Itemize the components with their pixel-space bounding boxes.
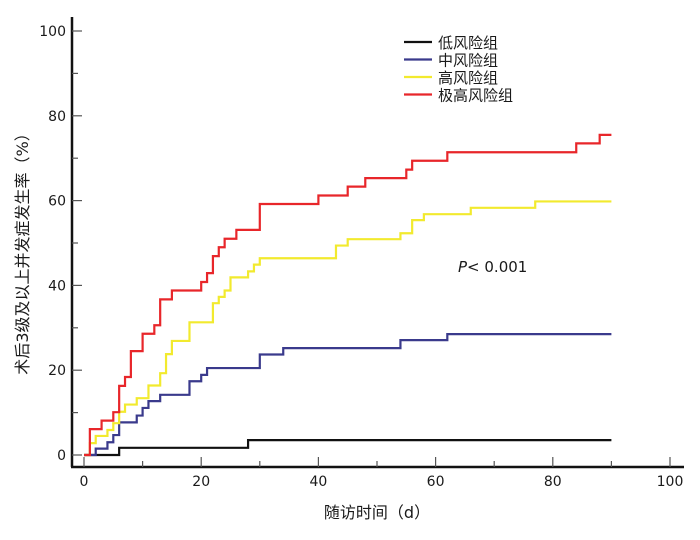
axes: 0 20 40 60 80 100 0 20 40 60 80 100 [39,17,684,490]
y-tick-label: 40 [48,278,66,294]
legend-label: 中风险组 [438,52,498,70]
legend-label: 低风险组 [438,34,498,52]
y-tick-label: 0 [57,448,66,464]
x-tick-label: 40 [309,474,327,490]
p-value-text: < 0.001 [467,258,527,276]
y-axis-label: 术后3级及以上并发症发生率（%） [13,125,32,374]
y-tick-label: 60 [48,194,66,210]
series-line-1 [84,333,612,457]
x-tick-label: 60 [427,474,445,490]
legend-label: 高风险组 [438,69,498,87]
x-axis-label: 随访时间（d） [324,503,430,522]
series-group [84,133,612,457]
x-tick-label: 0 [80,474,89,490]
series-line-0 [84,439,612,457]
y-tick-label: 80 [48,109,66,125]
p-value-italic: P [458,258,468,276]
x-tick-label: 100 [657,474,684,490]
y-tick-label: 100 [39,24,66,40]
y-tick-label: 20 [48,363,66,379]
legend-label: 极高风险组 [438,87,513,105]
x-tick-label: 20 [192,474,210,490]
series-line-3 [84,133,612,457]
x-tick-label: 80 [544,474,562,490]
series-line-2 [84,200,612,457]
p-value-annotation: P< 0.001 [458,258,527,276]
